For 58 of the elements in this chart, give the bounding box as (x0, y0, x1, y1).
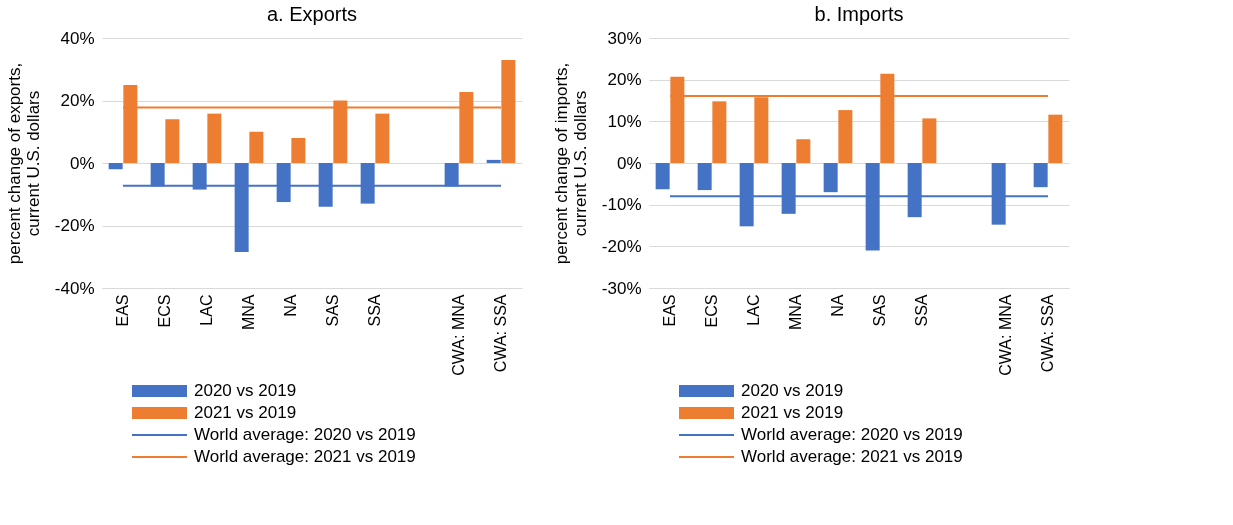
x-tick-label: NA (829, 294, 846, 317)
x-tick-label: LAC (198, 294, 215, 326)
bar (838, 110, 853, 163)
x-tick-label: MNA (787, 294, 804, 331)
legend-label: World average: 2020 vs 2019 (194, 425, 416, 444)
x-tick-label: EAS (114, 294, 131, 327)
x-tick-label: CWA: MNA (997, 294, 1014, 376)
y-tick-label: 20% (607, 70, 642, 90)
legend-label: 2021 vs 2019 (194, 403, 297, 422)
legend-label: 2020 vs 2019 (741, 381, 844, 400)
y-tick-label: 0% (69, 153, 95, 173)
x-tick-label: SAS (871, 294, 888, 327)
y-tick-label: -30% (601, 278, 642, 298)
bar (823, 163, 838, 193)
x-tick-label: SSA (366, 294, 383, 327)
bar (291, 138, 306, 163)
x-tick-label: LAC (745, 294, 762, 326)
bar (249, 131, 264, 163)
chart-title: b. Imports (814, 3, 904, 25)
legend-label: World average: 2021 vs 2019 (741, 447, 963, 466)
legend-label: World average: 2020 vs 2019 (741, 425, 963, 444)
x-tick-label: NA (282, 294, 299, 317)
y-tick-label: -20% (54, 216, 95, 235)
chart-title: a. Exports (266, 3, 358, 25)
x-tick-label: ECS (703, 294, 720, 328)
y-tick-label: 40% (60, 28, 95, 48)
bar (1033, 163, 1048, 188)
bar (655, 163, 670, 190)
legend-label: World average: 2021 vs 2019 (194, 447, 416, 466)
bar (922, 118, 937, 163)
x-tick-label: CWA: MNA (450, 294, 467, 376)
bar (1048, 114, 1063, 163)
y-tick-label: -20% (601, 236, 642, 256)
x-tick-label: SAS (324, 294, 341, 327)
y-tick-label: -10% (601, 195, 642, 215)
y-tick-label: 20% (60, 91, 95, 110)
x-tick-label: CWA: SSA (1039, 294, 1056, 373)
y-tick-label: 0% (616, 153, 642, 173)
x-tick-label: SSA (913, 294, 930, 327)
legend-label: 2020 vs 2019 (194, 381, 297, 400)
bar (207, 113, 222, 163)
bar (486, 159, 501, 163)
y-axis-title: percent change of exports, current U.S. dollars (4, 62, 43, 265)
x-tick-label: ECS (156, 294, 173, 328)
legend-label: 2021 vs 2019 (741, 403, 844, 422)
bar (712, 101, 727, 163)
x-tick-label: CWA: SSA (492, 294, 509, 373)
bar (108, 163, 123, 170)
y-axis-title: percent change of imports, current U.S. dollars (551, 62, 590, 265)
y-tick-label: 30% (607, 28, 642, 48)
bar (375, 113, 390, 163)
y-tick-label: -40% (54, 278, 95, 298)
bar (697, 163, 712, 191)
bar (165, 119, 180, 163)
x-tick-label: EAS (661, 294, 678, 327)
bar (796, 139, 811, 163)
y-tick-label: 10% (607, 111, 642, 131)
x-tick-label: MNA (240, 294, 257, 331)
